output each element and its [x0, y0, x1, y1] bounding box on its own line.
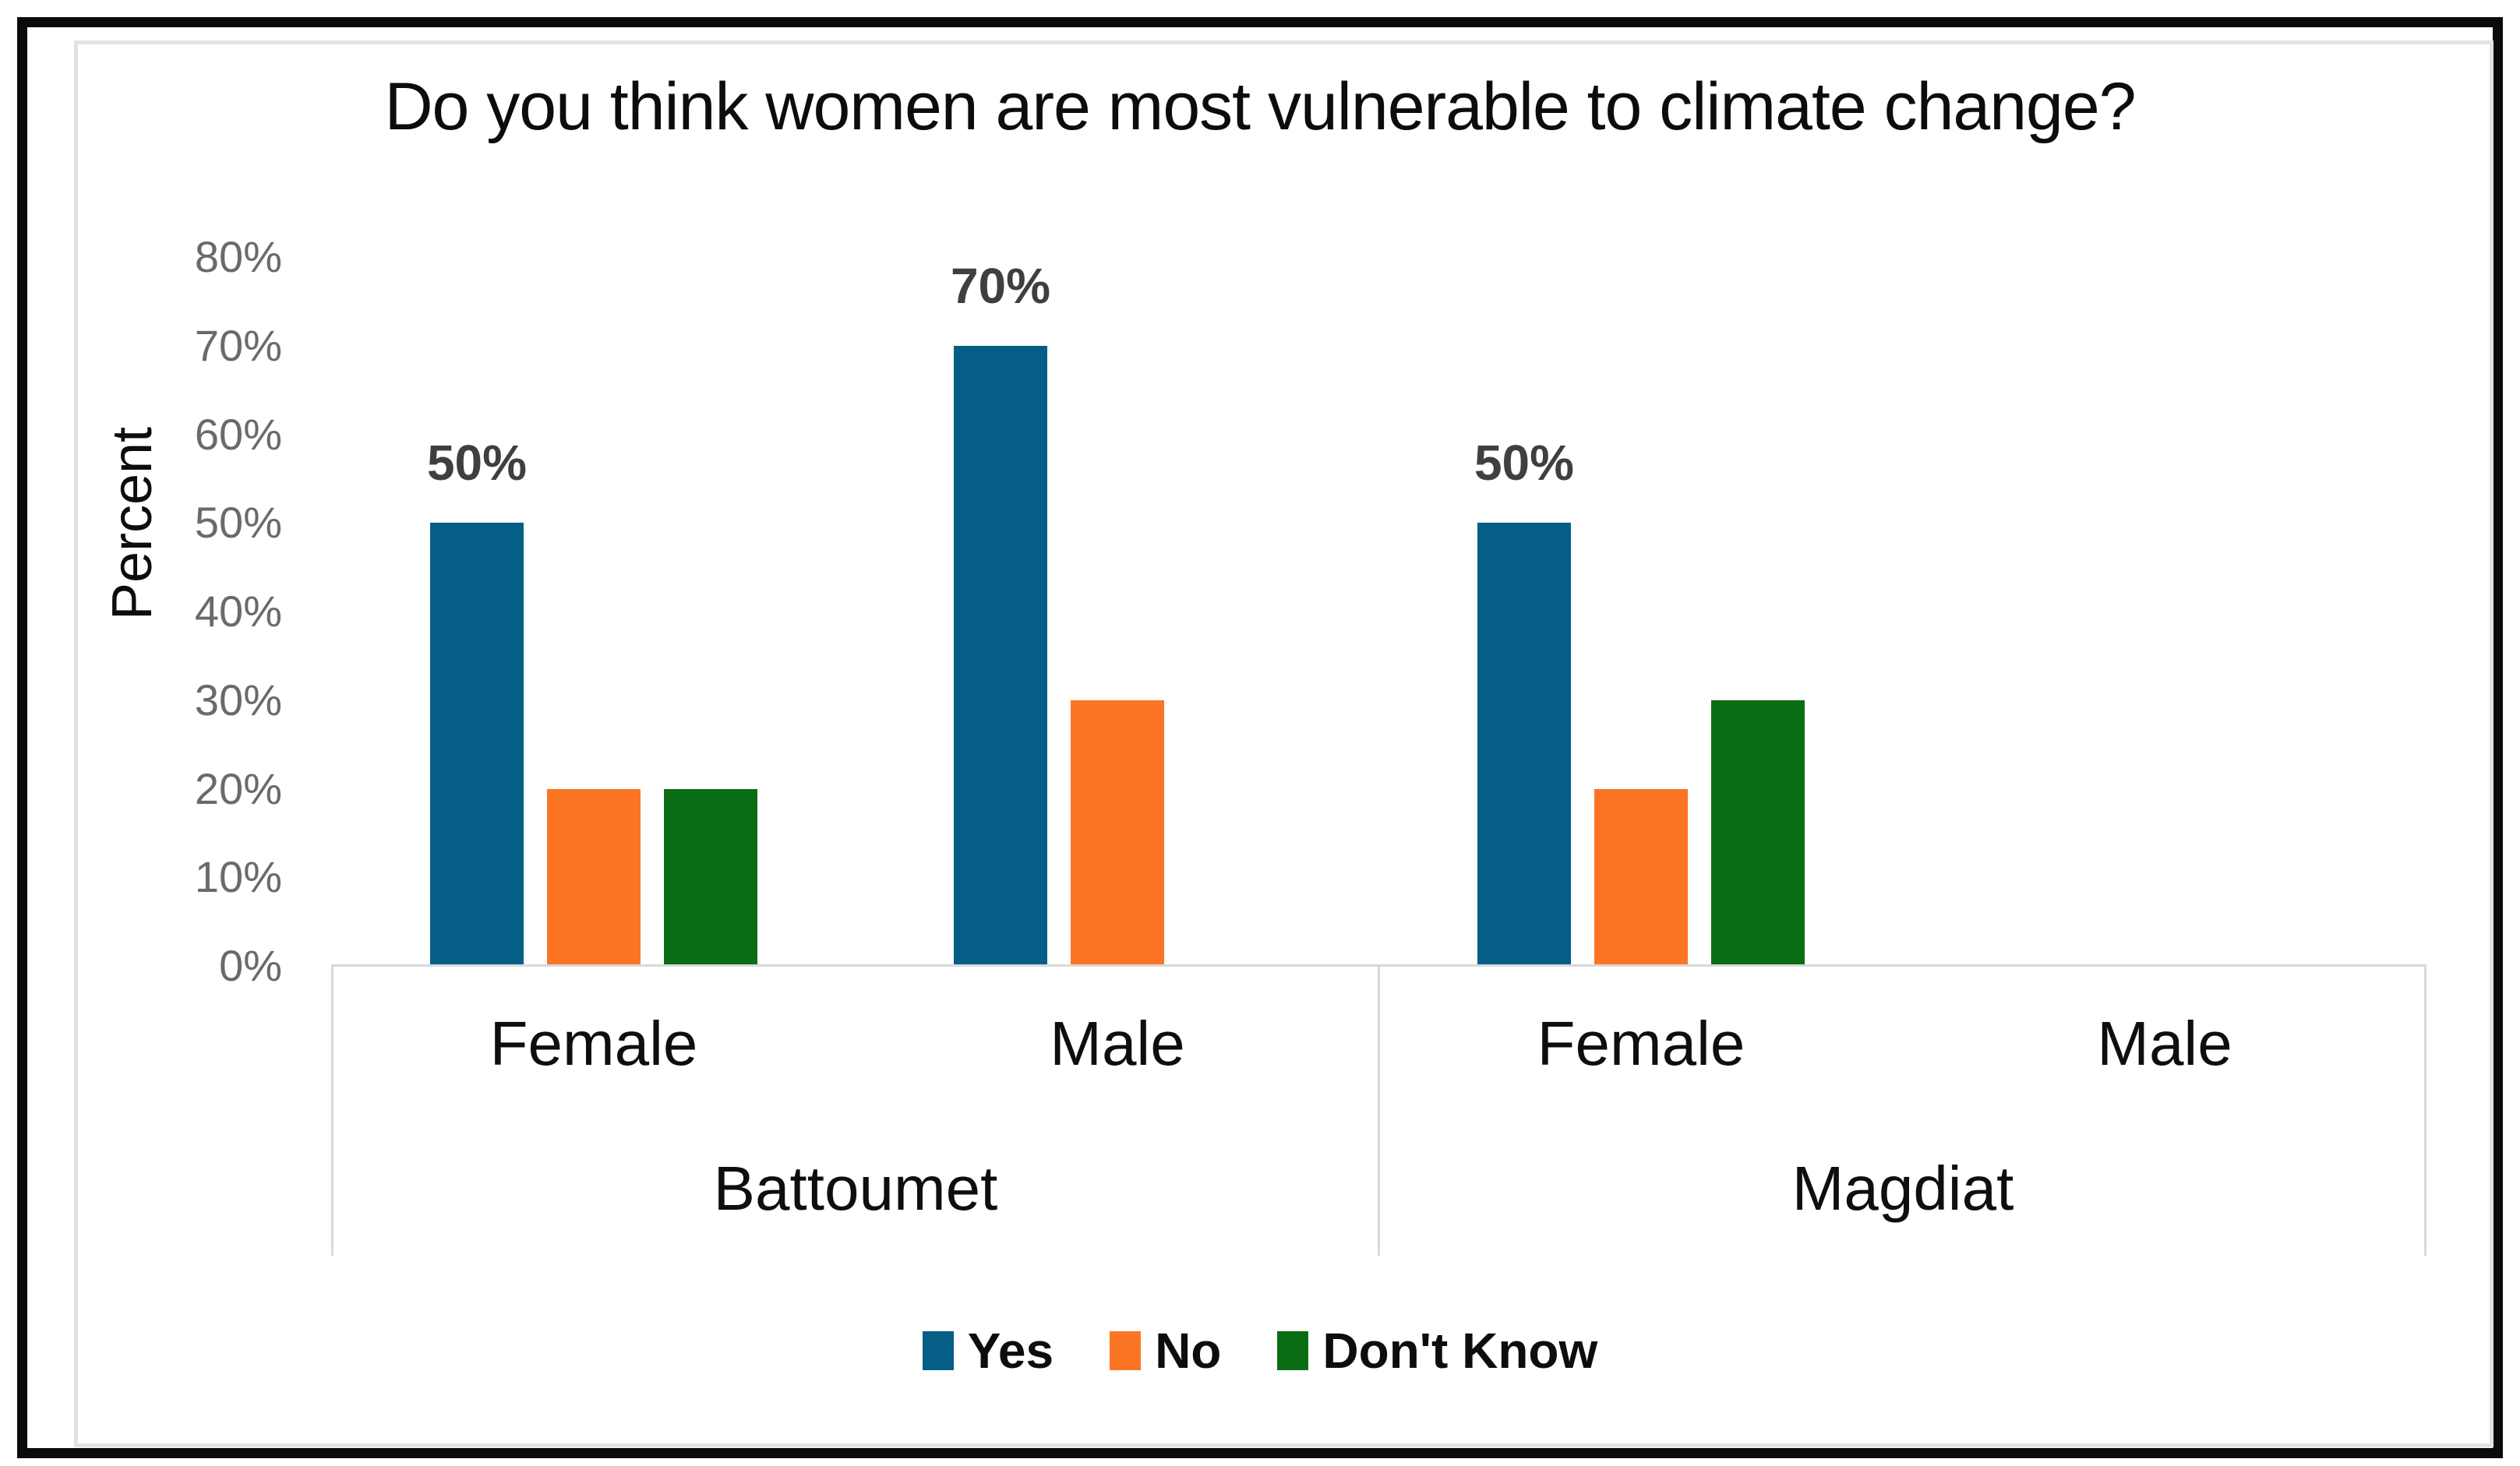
legend-item-don-t-know: Don't Know [1277, 1322, 1597, 1380]
plot-area: 50% 70% 50% [332, 257, 2426, 966]
outer-frame-border [17, 17, 2503, 1458]
legend-label: Don't Know [1322, 1323, 1598, 1379]
category-slot: 50% [1379, 257, 1903, 966]
bar-data-label: 50% [1474, 435, 1575, 492]
category-label: Male [1050, 1009, 1185, 1078]
legend-swatch-no [1110, 1331, 1142, 1370]
y-tick-label: 70% [194, 320, 282, 370]
bar-yes [430, 523, 524, 966]
category-label: Male [2097, 1009, 2232, 1078]
bar-no [1071, 700, 1164, 966]
group-label-row: Battoumet Magdiat [332, 1122, 2426, 1256]
category-box-left-line [331, 964, 334, 1256]
chart-area-border [74, 41, 2494, 1447]
category-slot [1903, 257, 2426, 966]
legend-swatch-don-t-know [1277, 1331, 1309, 1370]
bar-cluster [2001, 257, 2328, 966]
legend: Yes No Don't Know [0, 1318, 2520, 1383]
legend-label: No [1155, 1323, 1222, 1379]
category-label: Female [489, 1009, 698, 1078]
bar-don-t-know [1711, 700, 1805, 966]
y-tick-label: 0% [219, 941, 282, 990]
bar-data-label: 50% [426, 435, 528, 492]
bar-don-t-know [664, 788, 757, 966]
category-slot: 70% [856, 257, 1379, 966]
legend-label: Yes [967, 1323, 1054, 1379]
y-tick-label: 10% [194, 852, 282, 902]
bar-yes [954, 345, 1047, 966]
y-tick-label: 30% [194, 675, 282, 724]
bar-no [547, 788, 641, 966]
y-axis-tick-labels: 80% 70% 60% 50% 40% 30% 20% 10% 0% [0, 234, 282, 989]
legend-item-no: No [1110, 1322, 1221, 1380]
category-group-divider-line [1378, 964, 1380, 1256]
bar-data-label: 70% [950, 257, 1051, 314]
y-tick-label: 40% [194, 587, 282, 636]
legend-item-yes: Yes [922, 1322, 1054, 1380]
legend-swatch-yes [922, 1331, 954, 1370]
chart-title: Do you think women are most vulnerable t… [384, 69, 2136, 144]
category-box-right-line [2424, 964, 2426, 1256]
bar-cluster: 70% [950, 257, 1281, 966]
y-tick-label: 50% [194, 498, 282, 548]
group-label: Battoumet [713, 1154, 998, 1223]
bar-cluster: 50% [1474, 257, 1805, 966]
bar-yes [1477, 523, 1571, 966]
y-tick-label: 80% [194, 232, 282, 281]
y-tick-label: 60% [194, 409, 282, 459]
bar-cluster: 50% [426, 257, 757, 966]
category-label: Female [1537, 1009, 1745, 1078]
category-slot: 50% [332, 257, 856, 966]
y-tick-label: 20% [194, 763, 282, 813]
bar-no [1594, 788, 1688, 966]
category-label-row: Female Male Female Male [332, 966, 2426, 1122]
group-label: Magdiat [1791, 1154, 2014, 1223]
